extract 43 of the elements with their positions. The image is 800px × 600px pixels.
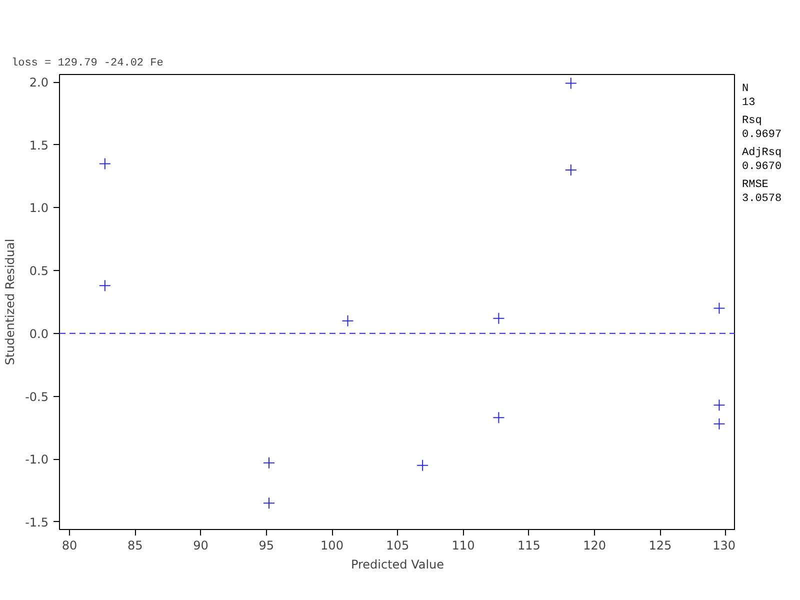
text: 3.0578	[742, 192, 782, 206]
point	[564, 77, 577, 90]
x-axis-title: Predicted Value	[350, 558, 444, 572]
x-tick-label: 80	[62, 538, 78, 552]
x-tick-label: 120	[583, 538, 606, 552]
text: 13	[742, 96, 756, 110]
text: RMSE	[742, 178, 768, 192]
y-tick-label: -1.5	[25, 515, 49, 530]
y-tick-label: 0.0	[29, 326, 49, 341]
x-tick-label: 95	[258, 538, 274, 552]
text: Rsq	[742, 114, 762, 128]
y-tick-label: 1.0	[29, 201, 49, 216]
x-tick-label: 130	[712, 538, 736, 552]
point	[416, 459, 429, 472]
x-tick-label: 105	[386, 538, 410, 552]
text: 0.9670	[742, 160, 782, 174]
x-tick-label: 115	[517, 538, 540, 552]
x-tick-label: 110	[452, 538, 475, 552]
y-tick-label: 0.5	[29, 264, 49, 278]
point	[492, 412, 505, 424]
y-axis-title: Studentized Residual	[3, 238, 18, 366]
y-tick-label: -1.0	[25, 452, 49, 467]
y-tick-label: 2.0	[29, 76, 49, 90]
y-tick-label: 1.5	[29, 138, 49, 152]
point	[713, 302, 726, 314]
text: N	[742, 82, 749, 96]
point	[492, 312, 505, 324]
y-tick-label: -0.5	[25, 390, 49, 404]
point	[564, 164, 577, 176]
point	[98, 280, 111, 292]
x-tick-label: 90	[193, 538, 208, 552]
x-tick-label: 85	[127, 538, 143, 552]
point	[262, 456, 275, 469]
x-tick-label: 100	[320, 538, 344, 552]
point	[342, 314, 354, 327]
text: AdjRsq	[742, 146, 782, 160]
point	[713, 399, 726, 412]
text: 0.9697	[742, 128, 782, 142]
point	[262, 497, 275, 510]
chart-title: loss = 129.79 -24.02 Fe	[12, 58, 164, 70]
point	[98, 158, 111, 170]
point	[713, 418, 726, 430]
x-tick-label: 125	[648, 538, 672, 552]
